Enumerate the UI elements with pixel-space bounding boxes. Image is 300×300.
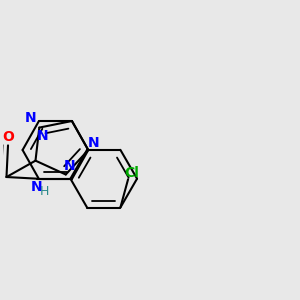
Text: N: N bbox=[25, 111, 37, 125]
Text: N: N bbox=[37, 129, 49, 142]
Text: O: O bbox=[3, 130, 15, 144]
Text: H: H bbox=[40, 184, 49, 197]
Text: Cl: Cl bbox=[124, 166, 139, 180]
Text: N: N bbox=[31, 180, 42, 194]
Text: N: N bbox=[88, 136, 100, 150]
Text: N: N bbox=[64, 160, 75, 173]
